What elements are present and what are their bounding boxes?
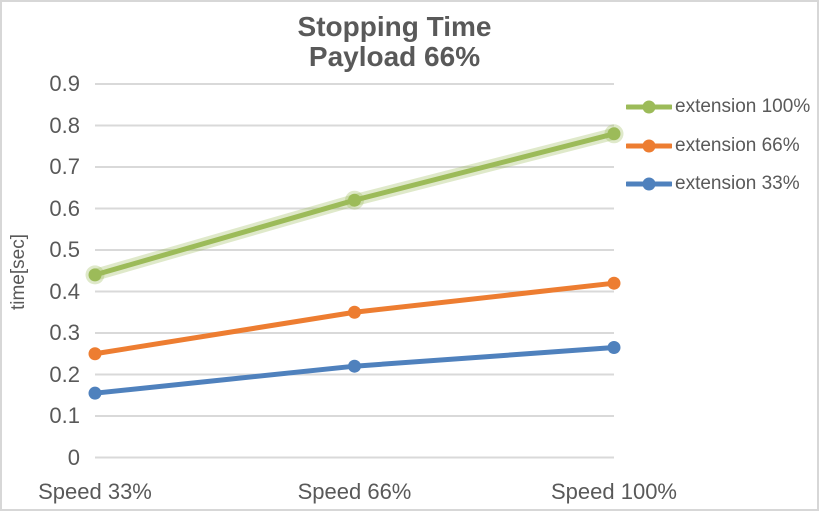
chart-title-line-1: Stopping Time	[297, 11, 492, 42]
y-tick-label: 0.4	[49, 278, 80, 304]
legend-item-extension-100[interactable]: extension 100%	[626, 94, 810, 120]
data-point-marker-extension-66	[88, 347, 102, 361]
data-point-marker-extension-100	[88, 268, 102, 282]
data-point-marker-extension-100	[607, 127, 621, 141]
legend-item-extension-33[interactable]: extension 33%	[626, 171, 800, 197]
data-point-marker-extension-33	[348, 359, 361, 373]
y-tick-label: 0	[67, 444, 80, 470]
chart-title: Stopping Time Payload 66%	[2, 12, 787, 72]
data-point-marker-extension-66	[348, 305, 361, 319]
x-category-label: Speed 33%	[38, 479, 152, 504]
legend-label: extension 33%	[675, 173, 800, 194]
legend-label: extension 66%	[675, 134, 800, 156]
legend-label: extension 100%	[675, 96, 811, 117]
legend-line-marker-icon	[626, 100, 672, 114]
chart-title-line-2: Payload 66%	[308, 40, 481, 72]
x-category-label: Speed 100%	[551, 479, 677, 504]
data-point-marker-extension-66	[607, 276, 621, 290]
y-tick-label: 0.3	[49, 320, 80, 345]
y-tick-label: 0.7	[49, 154, 80, 179]
legend-line-marker-icon	[626, 139, 672, 152]
y-tick-label: 0.5	[49, 237, 80, 262]
data-point-marker-extension-33	[607, 341, 621, 355]
y-tick-label: 0.2	[49, 361, 80, 387]
y-tick-label: 0.6	[49, 195, 80, 221]
legend-item-extension-66[interactable]: extension 66%	[626, 133, 800, 159]
x-category-label: Speed 66%	[297, 479, 412, 504]
legend-line-marker-icon	[626, 177, 672, 191]
y-tick-label: 0.8	[49, 112, 80, 138]
y-tick-label: 0.9	[49, 71, 80, 96]
data-point-marker-extension-100	[348, 193, 361, 207]
y-tick-label: 0.1	[49, 403, 80, 428]
data-point-marker-extension-33	[88, 386, 102, 400]
